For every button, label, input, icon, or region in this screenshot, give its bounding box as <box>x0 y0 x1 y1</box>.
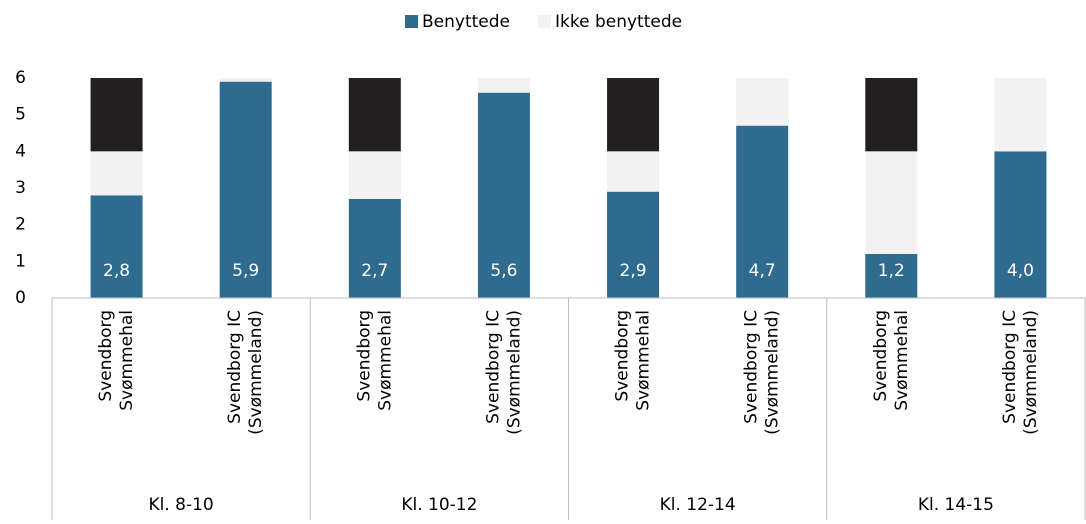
y-tick-label: 1 <box>15 251 26 271</box>
x-tick-label-line: Svendborg IC <box>225 310 245 424</box>
group-label: Kl. 10-12 <box>401 495 477 515</box>
y-tick-label: 6 <box>15 68 26 88</box>
value-label: 2,7 <box>361 261 388 281</box>
x-tick-label-line: Svendborg IC <box>483 310 503 424</box>
y-tick-label: 2 <box>15 215 26 235</box>
value-label: 5,9 <box>232 261 259 281</box>
x-tick-label: Svendborg IC (Svømmeland) <box>483 310 524 435</box>
bar-segment <box>607 78 660 152</box>
value-label: 2,8 <box>103 261 130 281</box>
group-label: Kl. 12-14 <box>660 495 736 515</box>
bar-segment <box>865 151 918 254</box>
x-tick-label-line: Svendborg <box>613 310 633 402</box>
group-label: Kl. 14-15 <box>918 495 994 515</box>
bar-segment <box>477 92 530 299</box>
x-tick-label: Svendborg IC (Svømmeland) <box>1000 310 1041 435</box>
bar-segment <box>607 191 660 298</box>
bar-segment <box>90 151 143 196</box>
bar-segment <box>736 125 789 299</box>
bar-segment <box>994 151 1047 298</box>
value-label: 2,9 <box>620 261 647 281</box>
x-tick-label-line: Svendborg <box>96 310 116 402</box>
bar-segment <box>348 78 401 152</box>
x-tick-label-line: (Svømmeland) <box>1021 310 1041 435</box>
x-tick-label-line: Svømmehal <box>375 310 395 411</box>
x-tick-label: Svendborg Svømmehal <box>354 310 395 411</box>
x-tick-label-line: Svendborg <box>354 310 374 402</box>
x-tick-label-line: (Svømmeland) <box>763 310 783 435</box>
bar-segment <box>348 199 401 298</box>
x-tick-label: Svendborg IC (Svømmeland) <box>742 310 783 435</box>
value-label: 5,6 <box>490 261 517 281</box>
x-tick-label-line: Svømmehal <box>892 310 912 411</box>
y-tick-label: 4 <box>15 141 26 161</box>
bar-segment <box>90 78 143 152</box>
bar-segment <box>736 78 789 126</box>
y-tick-label: 3 <box>15 178 26 198</box>
legend-label: Benyttede <box>422 12 510 32</box>
x-tick-label-line: (Svømmeland) <box>504 310 524 435</box>
legend-swatch <box>405 15 418 28</box>
x-tick-label: Svendborg Svømmehal <box>96 310 137 411</box>
x-tick-label-line: Svendborg IC <box>742 310 762 424</box>
legend-swatch <box>538 15 551 28</box>
x-tick-label: Svendborg Svømmehal <box>613 310 654 411</box>
x-tick-label: Svendborg IC (Svømmeland) <box>225 310 266 435</box>
bar-segment <box>219 81 272 299</box>
value-label: 4,0 <box>1007 261 1034 281</box>
x-tick-label-line: Svendborg IC <box>1000 310 1020 424</box>
x-tick-label-line: Svømmehal <box>634 310 654 411</box>
group-label: Kl. 8-10 <box>148 495 213 515</box>
legend-label: Ikke benyttede <box>555 12 682 32</box>
y-tick-label: 5 <box>15 105 26 125</box>
bar-segment <box>607 151 660 192</box>
bar-segment <box>865 78 918 152</box>
x-tick-label-line: Svendborg <box>871 310 891 402</box>
value-label: 4,7 <box>749 261 776 281</box>
bar-segment <box>219 78 272 82</box>
x-tick-label-line: (Svømmeland) <box>246 310 266 435</box>
y-tick-label: 0 <box>15 288 26 308</box>
value-label: 1,2 <box>878 261 905 281</box>
bar-segment <box>865 254 918 298</box>
x-tick-label-line: Svømmehal <box>117 310 137 411</box>
bar-segment <box>90 195 143 298</box>
bar-segment <box>477 78 530 93</box>
bar-segment <box>348 151 401 199</box>
bar-segment <box>994 78 1047 152</box>
x-tick-label: Svendborg Svømmehal <box>871 310 912 411</box>
